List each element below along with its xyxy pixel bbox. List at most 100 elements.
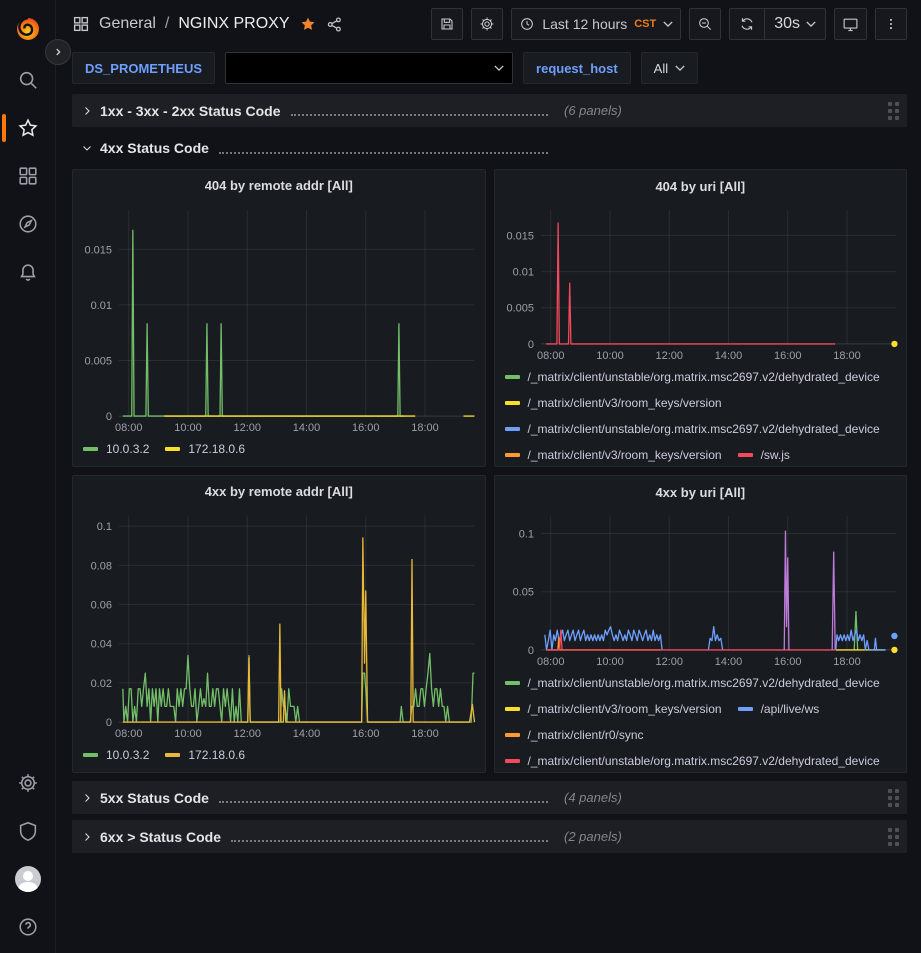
chevron-down-icon — [675, 65, 685, 71]
legend-item[interactable]: /_matrix/client/v3/room_keys/version — [505, 392, 722, 413]
favorite-star-icon[interactable] — [299, 15, 317, 33]
svg-text:16:00: 16:00 — [352, 728, 379, 740]
legend-item[interactable]: /_matrix/client/v3/room_keys/version — [505, 444, 722, 465]
sidebar-item-alerting[interactable] — [0, 248, 55, 296]
legend-item[interactable]: /_matrix/client/v3/room_keys/version — [505, 698, 722, 719]
row-toggle[interactable]: 6xx > Status Code — [78, 829, 550, 845]
time-range-label: Last 12 hours — [542, 16, 627, 32]
panel-title[interactable]: 404 by uri [All] — [495, 170, 907, 202]
datasource-variable-label[interactable]: DS_PROMETHEUS — [72, 52, 215, 84]
legend-item[interactable]: /_matrix/client/unstable/org.matrix.msc2… — [505, 750, 880, 771]
request-host-variable-label[interactable]: request_host — [523, 52, 631, 84]
sidebar-item-server-admin[interactable] — [0, 807, 55, 855]
svg-text:14:00: 14:00 — [293, 728, 320, 740]
svg-text:18:00: 18:00 — [833, 656, 860, 668]
breadcrumb-folder[interactable]: General — [99, 15, 156, 33]
row-toggle[interactable]: 5xx Status Code — [78, 790, 550, 806]
sidebar-expand-button[interactable] — [45, 39, 71, 65]
svg-text:12:00: 12:00 — [234, 422, 261, 434]
gear-icon — [17, 772, 39, 794]
svg-text:0.1: 0.1 — [518, 529, 533, 541]
panel-grid: 404 by remote addr [All] 08:0010:0012:00… — [72, 169, 907, 773]
dashboard-canvas: 1xx - 3xx - 2xx Status Code (6 panels) 4… — [56, 88, 921, 953]
svg-text:0.08: 0.08 — [91, 560, 112, 572]
more-options-button[interactable] — [875, 8, 907, 40]
sidebar-item-starred[interactable] — [0, 104, 55, 152]
datasource-variable-select[interactable] — [225, 52, 513, 84]
dashboard-settings-button[interactable] — [471, 8, 503, 40]
row-drag-handle[interactable] — [884, 785, 903, 811]
chevron-right-icon — [53, 47, 63, 57]
legend-swatch — [83, 447, 98, 451]
legend-label: 172.18.0.6 — [188, 442, 245, 456]
row-4xx[interactable]: 4xx Status Code — [72, 135, 907, 161]
svg-text:16:00: 16:00 — [774, 350, 801, 362]
legend-item[interactable]: 172.18.0.6 — [165, 438, 245, 459]
legend-item[interactable]: /sw.js — [738, 444, 790, 465]
row-drag-handle[interactable] — [884, 824, 903, 850]
legend-item[interactable]: /_matrix/client/unstable/org.matrix.msc2… — [505, 418, 880, 439]
legend-item[interactable]: /_matrix/client/unstable/org.matrix.msc2… — [505, 672, 880, 693]
row-toggle[interactable]: 4xx Status Code — [78, 140, 550, 156]
legend-item[interactable]: /api/live/ws — [738, 698, 820, 719]
row-panel-count: (4 panels) — [564, 790, 622, 805]
shield-icon — [17, 820, 39, 842]
legend-item[interactable]: 172.18.0.6 — [165, 744, 245, 765]
sidebar-item-search[interactable] — [0, 56, 55, 104]
timeseries-chart[interactable]: 08:0010:0012:0014:0016:0018:0000.0050.01… — [73, 202, 485, 436]
request-host-variable-select[interactable]: All — [641, 52, 698, 84]
timeseries-chart[interactable]: 08:0010:0012:0014:0016:0018:0000.050.1 — [495, 508, 907, 670]
sidebar-item-explore[interactable] — [0, 200, 55, 248]
share-icon[interactable] — [326, 16, 343, 33]
row-drag-handle[interactable] — [884, 98, 903, 124]
save-icon — [439, 16, 455, 32]
page-title[interactable]: NGINX PROXY — [178, 15, 289, 33]
svg-text:12:00: 12:00 — [655, 350, 682, 362]
timezone-label: CST — [634, 18, 656, 30]
zoom-out-time-button[interactable] — [689, 8, 721, 40]
timeseries-chart[interactable]: 08:0010:0012:0014:0016:0018:0000.020.040… — [73, 508, 485, 742]
chevron-down-icon — [494, 65, 504, 71]
row-dotted-leader — [219, 801, 548, 803]
svg-text:10:00: 10:00 — [596, 350, 623, 362]
sidebar-item-configuration[interactable] — [0, 759, 55, 807]
panel-title[interactable]: 4xx by uri [All] — [495, 476, 907, 508]
timeseries-chart[interactable]: 08:0010:0012:0014:0016:0018:0000.0050.01… — [495, 202, 907, 364]
svg-text:14:00: 14:00 — [714, 350, 741, 362]
save-dashboard-button[interactable] — [431, 8, 463, 40]
legend-item[interactable]: /_matrix/client/unstable/org.matrix.msc2… — [505, 366, 880, 387]
svg-text:12:00: 12:00 — [655, 656, 682, 668]
refresh-icon — [739, 16, 755, 32]
svg-text:0.015: 0.015 — [84, 244, 111, 256]
legend-swatch — [165, 447, 180, 451]
row-5xx[interactable]: 5xx Status Code (4 panels) — [72, 781, 907, 814]
panel-legend: /_matrix/client/unstable/org.matrix.msc2… — [495, 364, 907, 466]
tv-mode-button[interactable] — [834, 8, 867, 40]
refresh-interval-dropdown[interactable]: 30s — [764, 9, 825, 39]
refresh-button[interactable] — [730, 9, 764, 39]
sidebar-item-dashboards[interactable] — [0, 152, 55, 200]
legend-label: /_matrix/client/v3/room_keys/version — [528, 702, 722, 716]
dashboard-header: General / NGINX PROXY Last 12 hours CST … — [56, 0, 921, 48]
legend-label: /_matrix/client/unstable/org.matrix.msc2… — [528, 422, 880, 436]
legend-item[interactable]: /_matrix/client/r0/sync — [505, 724, 644, 745]
panel-404-by-remote-addr: 404 by remote addr [All] 08:0010:0012:00… — [72, 169, 486, 467]
row-1xx-3xx-2xx[interactable]: 1xx - 3xx - 2xx Status Code (6 panels) — [72, 94, 907, 127]
svg-text:0.02: 0.02 — [91, 678, 112, 690]
row-6xx[interactable]: 6xx > Status Code (2 panels) — [72, 820, 907, 853]
sidebar-item-profile[interactable] — [0, 855, 55, 903]
dashboards-grid-icon — [17, 165, 39, 187]
legend-label: /_matrix/client/v3/room_keys/version — [528, 396, 722, 410]
panel-title[interactable]: 404 by remote addr [All] — [73, 170, 485, 202]
apps-grid-icon[interactable] — [72, 15, 90, 33]
sidebar-item-help[interactable] — [0, 903, 55, 951]
panel-title[interactable]: 4xx by remote addr [All] — [73, 476, 485, 508]
time-range-picker[interactable]: Last 12 hours CST — [511, 8, 681, 40]
chevron-right-icon — [81, 792, 93, 804]
legend-swatch — [505, 453, 520, 457]
legend-item[interactable]: 10.0.3.2 — [83, 438, 149, 459]
row-toggle[interactable]: 1xx - 3xx - 2xx Status Code — [78, 103, 550, 119]
row-dotted-leader — [231, 840, 548, 842]
svg-text:0: 0 — [527, 339, 533, 351]
legend-item[interactable]: 10.0.3.2 — [83, 744, 149, 765]
